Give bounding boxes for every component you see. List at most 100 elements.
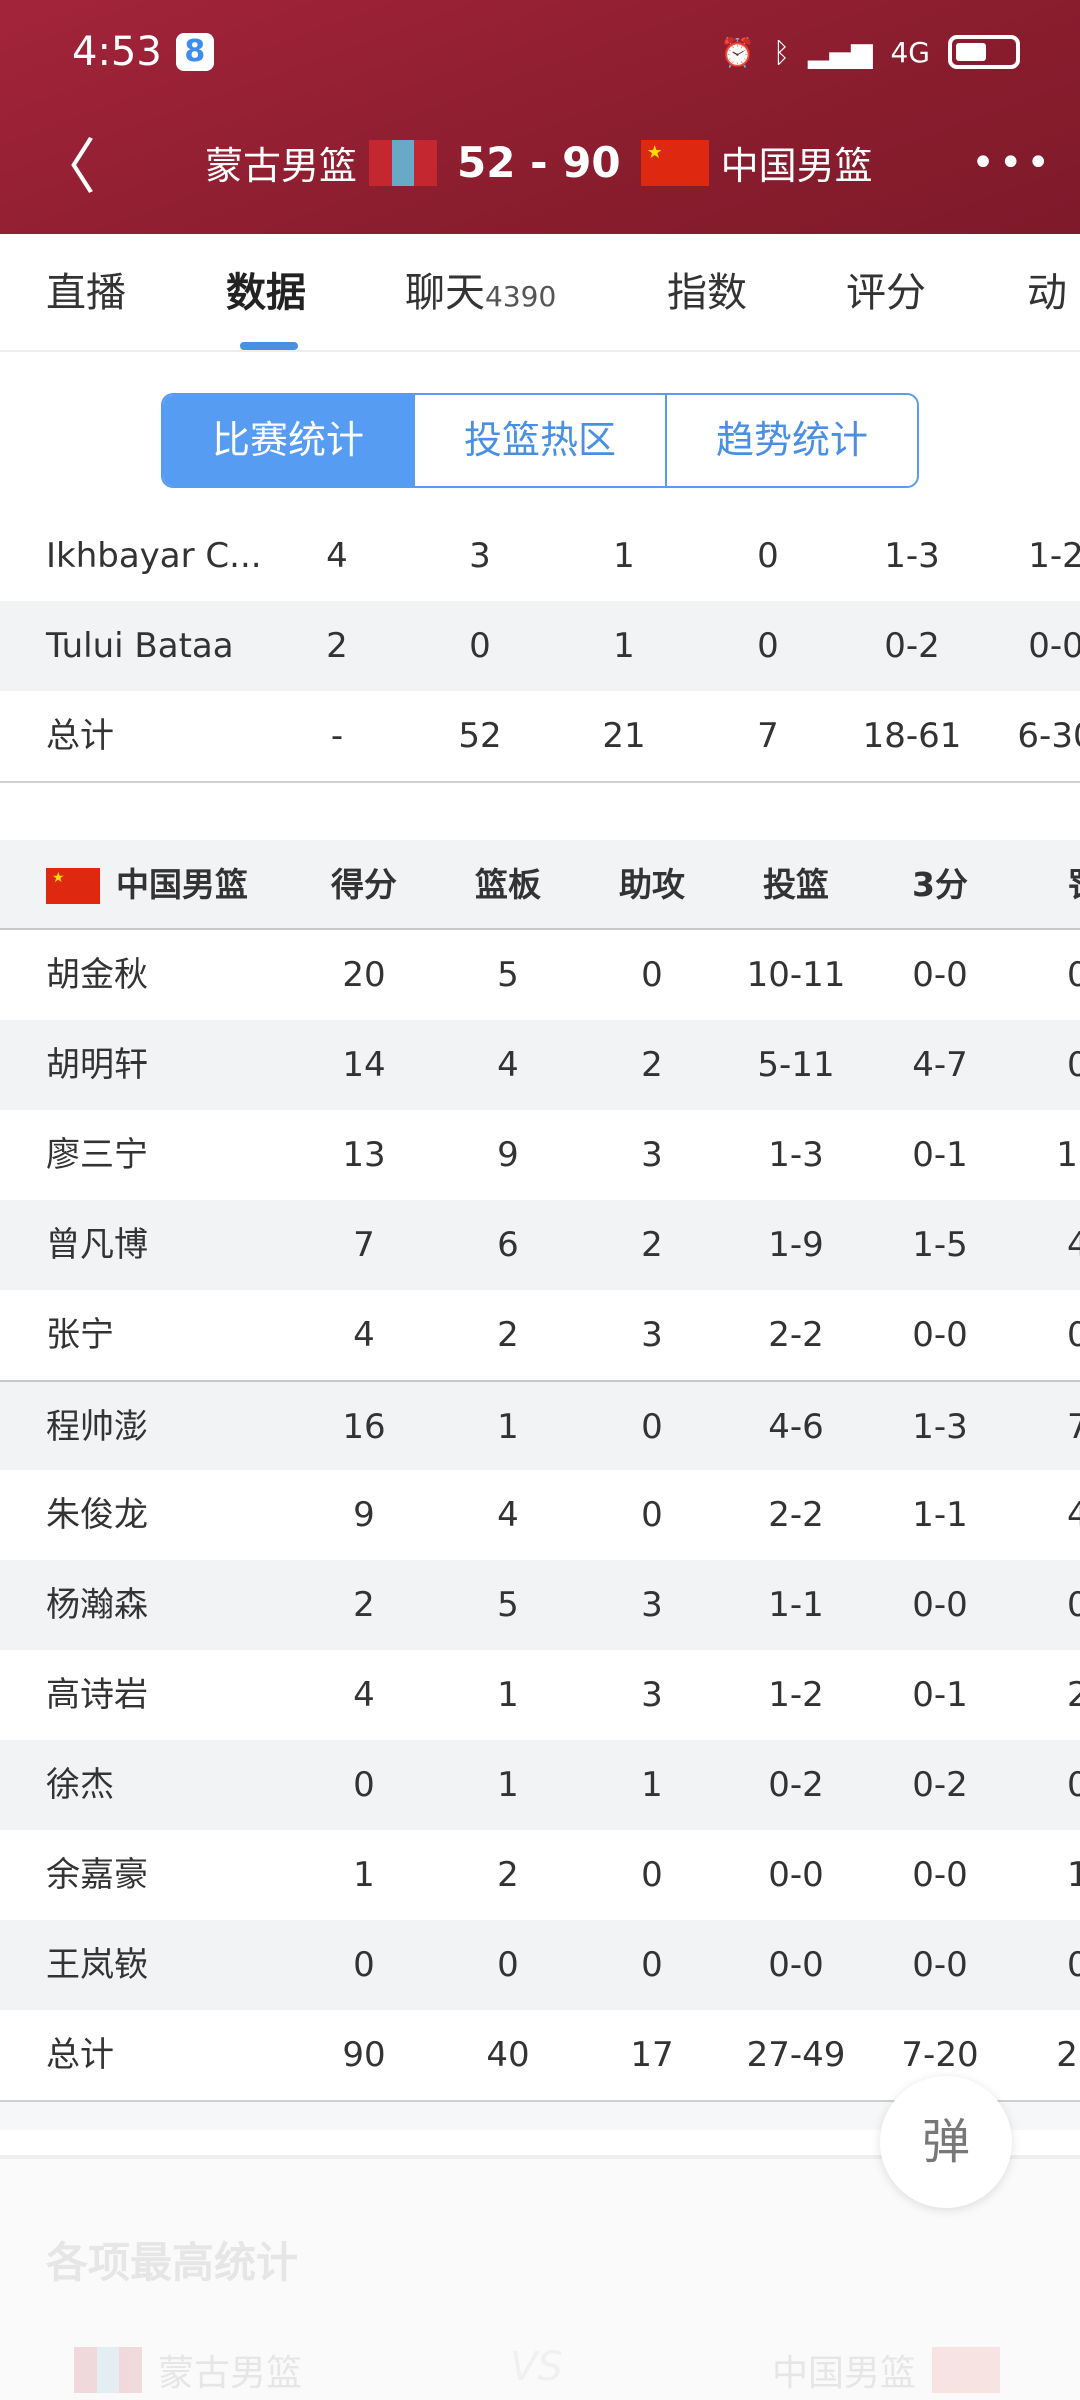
back-button[interactable]: 〈	[36, 133, 96, 203]
stat-cell: 1-5	[912, 1225, 968, 1265]
player-row[interactable]: 胡金秋 20 5 0 10-11 0-0 0-	[0, 930, 1080, 1020]
away-team-name: 中国男篮	[720, 144, 873, 188]
stat-cell: 21	[602, 716, 646, 756]
match-header: 4:53 8 ⏰ ᛒ ▂▄▆ 4G 〈 蒙古男篮 52 - 90 ★ 中国男篮 …	[0, 0, 1080, 234]
stat-cell: 27-49	[746, 2035, 846, 2075]
tab-rating[interactable]: 评分	[846, 270, 926, 316]
leaders-title: 各项最高统计	[46, 2238, 299, 2287]
player-row[interactable]: 王岚嵚 0 0 0 0-0 0-0 0-	[0, 1920, 1080, 2010]
tab-news[interactable]: 动	[1027, 270, 1067, 316]
player-row[interactable]: Ikhbayar C... 4 3 1 0 1-3 1-2	[0, 511, 1080, 601]
stat-cell: 3	[641, 1675, 663, 1715]
player-name: 余嘉豪	[46, 1855, 148, 1895]
china-flag-icon	[932, 2347, 1000, 2393]
mongolia-flag-icon	[369, 139, 438, 186]
segment-trend-stats[interactable]: 趋势统计	[665, 395, 917, 486]
active-tab-indicator	[240, 342, 298, 350]
stat-cell: 1-	[1067, 1855, 1080, 1895]
stat-cell: 5	[497, 955, 519, 995]
player-name: 曾凡博	[46, 1225, 148, 1265]
stat-cell: 0	[497, 1945, 519, 1985]
stat-cell: 3	[641, 1135, 663, 1175]
stat-cell: 0-	[1067, 1045, 1080, 1085]
stat-cell: 2	[326, 626, 348, 666]
stat-cell: 5-11	[757, 1045, 835, 1085]
bluetooth-icon: ᛒ	[773, 35, 790, 69]
stat-cell: 0-0	[768, 1855, 824, 1895]
china-flag-icon: ★	[640, 139, 709, 186]
tab-live[interactable]: 直播	[46, 270, 126, 316]
stat-cell: 0	[353, 1765, 375, 1805]
tab-data[interactable]: 数据	[226, 270, 306, 316]
stat-cell: 18-61	[862, 716, 962, 756]
mongolia-flag-icon	[74, 2347, 143, 2393]
stat-cell: 1-9	[768, 1225, 824, 1265]
stat-cell: 0-0	[912, 1585, 968, 1625]
tab-index[interactable]: 指数	[667, 270, 747, 316]
player-row[interactable]: 程帅澎 16 1 0 4-6 1-3 7-	[0, 1380, 1080, 1470]
stat-cell: 3	[641, 1315, 663, 1355]
player-name: 胡金秋	[46, 955, 148, 995]
player-name: 朱俊龙	[46, 1495, 148, 1535]
player-row[interactable]: 胡明轩 14 4 2 5-11 4-7 0-	[0, 1020, 1080, 1110]
stat-cell: -	[330, 716, 344, 756]
stat-cell: 2-2	[768, 1495, 824, 1535]
stat-cell: 7	[757, 716, 779, 756]
stat-cell: 17	[630, 2035, 674, 2075]
stat-cell: 0-1	[912, 1135, 968, 1175]
player-row[interactable]: 曾凡博 7 6 2 1-9 1-5 4-	[0, 1200, 1080, 1290]
player-row[interactable]: Tului Bataa 2 0 1 0 0-2 0-0	[0, 601, 1080, 691]
stat-cell: 0-0	[912, 1855, 968, 1895]
column-header: 投篮	[763, 865, 829, 904]
stat-cell: 4-	[1067, 1495, 1080, 1535]
player-row[interactable]: 高诗岩 4 1 3 1-2 0-1 2-	[0, 1650, 1080, 1740]
total-row[interactable]: 总计 - 52 21 7 18-61 6-30	[0, 691, 1080, 781]
divider	[0, 2100, 1080, 2102]
segment-shot-chart[interactable]: 投篮热区	[413, 395, 665, 486]
stat-cell: 6-30	[1017, 716, 1080, 756]
total-row[interactable]: 总计 90 40 17 27-49 7-20 29-	[0, 2010, 1080, 2100]
stat-cell: 6	[497, 1225, 519, 1265]
player-name: 总计	[46, 716, 114, 756]
table-header: ★ 中国男篮 得分 篮板 助攻 投篮 3分 罚	[0, 840, 1080, 930]
stat-cell: 0	[641, 1495, 663, 1535]
stat-cell: 0-0	[912, 1945, 968, 1985]
danmaku-button[interactable]: 弹	[880, 2076, 1012, 2208]
tab-chat[interactable]: 聊天4390	[405, 260, 556, 318]
stat-cell: 4-6	[768, 1407, 824, 1447]
stat-cell: 0	[353, 1945, 375, 1985]
battery-icon	[948, 35, 1020, 69]
segment-game-stats[interactable]: 比赛统计	[163, 395, 413, 486]
stat-cell: 0	[641, 1407, 663, 1447]
player-row[interactable]: 余嘉豪 1 2 0 0-0 0-0 1-	[0, 1830, 1080, 1920]
status-bar: 4:53 8 ⏰ ᛒ ▂▄▆ 4G	[72, 24, 1020, 80]
stat-cell: 16	[342, 1407, 386, 1447]
chat-count: 4390	[485, 280, 557, 313]
stat-cell: 90	[342, 2035, 386, 2075]
player-row[interactable]: 朱俊龙 9 4 0 2-2 1-1 4-	[0, 1470, 1080, 1560]
player-row[interactable]: 徐杰 0 1 1 0-2 0-2 0-	[0, 1740, 1080, 1830]
stat-cell: 13	[342, 1135, 386, 1175]
alarm-icon: ⏰	[720, 35, 756, 69]
stat-cell: 0-0	[912, 1315, 968, 1355]
stat-cell: 0-	[1067, 1765, 1080, 1805]
stat-cell: 11-	[1056, 1135, 1080, 1175]
more-icon[interactable]: •••	[971, 139, 1054, 186]
player-row[interactable]: 张宁 4 2 3 2-2 0-0 0-	[0, 1290, 1080, 1380]
stat-cell: 3	[641, 1585, 663, 1625]
network-label: 4G	[890, 35, 930, 69]
tab-bar: 直播 数据 聊天4390 指数 评分 动	[0, 234, 1080, 352]
stat-cell: 1	[497, 1675, 519, 1715]
player-row[interactable]: 廖三宁 13 9 3 1-3 0-1 11-	[0, 1110, 1080, 1200]
stat-cell: 1-1	[912, 1495, 968, 1535]
player-name: 程帅澎	[46, 1407, 148, 1447]
stat-cell: 2	[641, 1225, 663, 1265]
stat-cell: 20	[342, 955, 386, 995]
stat-cell: 1	[641, 1765, 663, 1805]
stat-cell: 1	[497, 1407, 519, 1447]
stat-cell: 10-11	[746, 955, 846, 995]
player-row[interactable]: 杨瀚森 2 5 3 1-1 0-0 0-	[0, 1560, 1080, 1650]
stat-cell: 0-2	[884, 626, 940, 666]
china-stats-table: ★中国男篮得分篮板助攻投篮3分罚胡金秋205010-110-00-胡明轩1442…	[0, 840, 1080, 2102]
stat-cell: 1-3	[884, 536, 940, 576]
